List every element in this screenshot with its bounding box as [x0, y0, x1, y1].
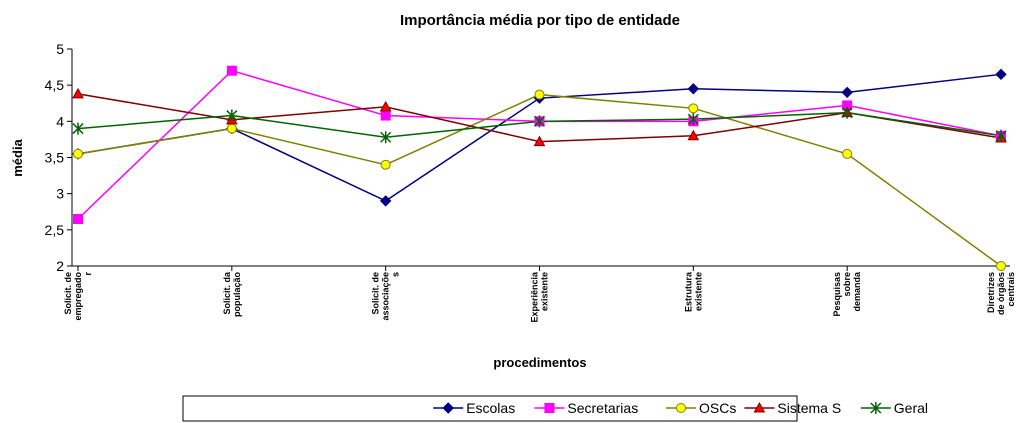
marker	[996, 261, 1006, 271]
marker	[73, 213, 83, 224]
legend-label: Secretarias	[567, 400, 638, 416]
y-tick-label: 4,5	[45, 77, 65, 93]
marker	[72, 122, 84, 135]
marker	[841, 106, 853, 119]
legend-marker	[442, 402, 454, 414]
marker	[688, 103, 699, 114]
x-tick-label: Solicit. deassociações	[371, 272, 401, 321]
legend-item: Escolas	[433, 400, 515, 416]
marker	[73, 148, 83, 159]
legend-label: OSCs	[699, 400, 736, 416]
marker	[687, 113, 699, 126]
x-tick-label: Pesquisassobredemanda	[832, 271, 862, 317]
y-tick-label: 5	[56, 41, 64, 57]
legend-item: Secretarias	[534, 400, 638, 416]
marker	[533, 115, 546, 128]
y-tick-label: 2,5	[45, 222, 65, 238]
legend-label: Geral	[894, 400, 928, 416]
marker	[842, 148, 853, 159]
marker	[226, 109, 238, 122]
marker	[995, 68, 1007, 81]
legend-marker	[753, 401, 766, 413]
marker	[687, 83, 700, 95]
marker	[72, 87, 84, 99]
x-tick-label: Experiênciaexistente	[530, 271, 550, 323]
marker	[226, 65, 237, 76]
marker	[379, 100, 392, 112]
y-tick-label: 2	[56, 258, 64, 274]
marker	[687, 129, 700, 141]
y-tick-label: 3	[56, 186, 64, 202]
legend-label: Sistema S	[777, 400, 841, 416]
marker	[533, 135, 546, 147]
marker	[995, 129, 1007, 142]
x-tick-label: Estruturaexistente	[683, 271, 703, 312]
x-tick-label: Diretrizesde órgãoscentrais	[986, 272, 1016, 315]
marker	[379, 195, 392, 207]
chart-title: Importância média por tipo de entidade	[400, 12, 680, 29]
y-tick-label: 4	[56, 113, 64, 129]
legend-item: OSCs	[666, 400, 736, 416]
y-tick-label: 3,5	[45, 150, 65, 166]
x-tick-label: Solicit. deempregador	[63, 272, 93, 321]
legend-marker	[870, 402, 882, 414]
y-axis-label: média	[10, 138, 25, 176]
legend-item: Geral	[860, 400, 928, 416]
marker	[380, 159, 391, 170]
legend-item: Sistema S	[744, 400, 841, 416]
marker	[226, 123, 237, 134]
x-tick-label: Solicit. dapopulação	[222, 271, 242, 317]
marker	[841, 86, 853, 99]
legend-marker	[544, 403, 555, 413]
x-axis-label: procedimentos	[493, 355, 586, 370]
marker	[380, 110, 391, 121]
legend-marker	[676, 403, 686, 413]
marker	[534, 89, 545, 100]
marker	[380, 131, 392, 144]
legend-label: Escolas	[466, 400, 515, 416]
